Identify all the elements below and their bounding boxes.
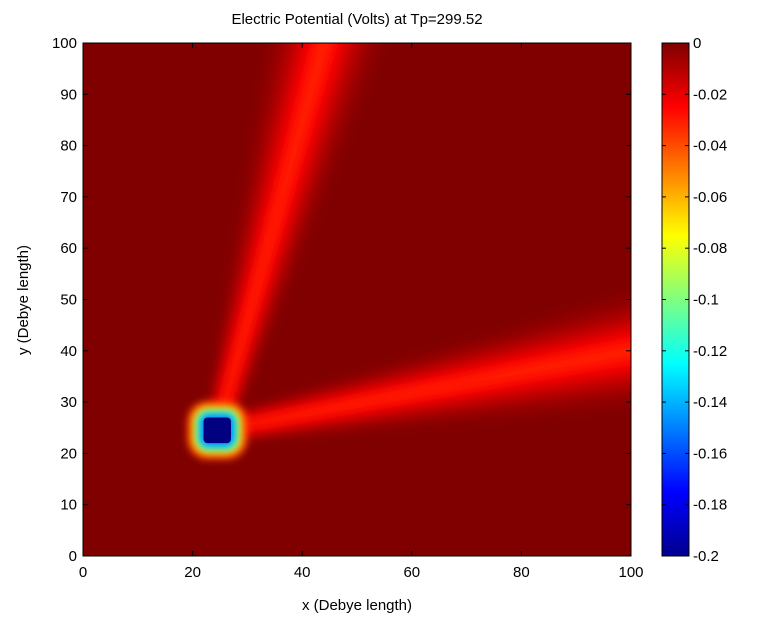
colorbar-tick-label: -0.16 <box>693 445 727 462</box>
y-tick-label: 0 <box>69 548 77 565</box>
chart-title: Electric Potential (Volts) at Tp=299.52 <box>231 11 482 28</box>
object-square <box>203 417 231 444</box>
colorbar-ticks: 0 -0.02 -0.04 -0.06 -0.08 -0.1 -0.12 -0.14 -0.16… <box>662 35 727 565</box>
x-tick-label: 40 <box>294 564 311 581</box>
colorbar-tick-label: -0.18 <box>693 497 727 514</box>
y-tick-label: 10 <box>60 497 77 514</box>
colorbar-tick-label: -0.06 <box>693 189 727 206</box>
x-tick-label: 0 <box>79 564 87 581</box>
y-axis-label: y (Debye length) <box>15 245 32 355</box>
y-tick-label: 40 <box>60 343 77 360</box>
wakes-layer <box>203 43 631 445</box>
colorbar-tick-label: -0.1 <box>693 292 719 309</box>
y-tick-label: 50 <box>60 292 77 309</box>
colorbar-tick-label: 0 <box>693 35 701 52</box>
colorbar-tick-label: -0.08 <box>693 240 727 257</box>
plot-area <box>83 43 631 556</box>
colorbar-tick-label: -0.02 <box>693 86 727 103</box>
x-tick-label: 80 <box>513 564 530 581</box>
colorbar-tick-label: -0.12 <box>693 343 727 360</box>
y-tick-label: 80 <box>60 138 77 155</box>
x-axis-ticks: 0 20 40 60 80 100 <box>79 43 644 581</box>
field-background <box>83 43 631 556</box>
colorbar-tick-label: -0.2 <box>693 548 719 565</box>
y-tick-label: 60 <box>60 240 77 257</box>
wake-band <box>214 43 334 432</box>
wake-band <box>216 341 631 434</box>
x-tick-label: 60 <box>403 564 420 581</box>
x-tick-label: 100 <box>618 564 643 581</box>
colorbar-tick-label: -0.14 <box>693 394 727 411</box>
colorbar-tick-label: -0.04 <box>693 138 727 155</box>
y-tick-label: 30 <box>60 394 77 411</box>
x-axis-label: x (Debye length) <box>302 597 412 614</box>
colorbar <box>661 42 690 557</box>
y-tick-label: 90 <box>60 86 77 103</box>
object-layer <box>187 401 247 460</box>
y-axis-ticks: 0 10 20 30 40 50 60 70 80 90 100 <box>52 35 631 565</box>
y-tick-label: 20 <box>60 445 77 462</box>
y-tick-label: 100 <box>52 35 77 52</box>
x-tick-label: 20 <box>184 564 201 581</box>
y-tick-label: 70 <box>60 189 77 206</box>
